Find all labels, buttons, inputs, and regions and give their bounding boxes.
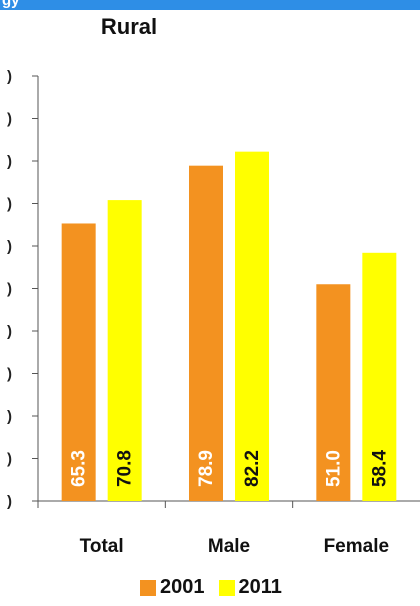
y-tick-label: ) (7, 323, 12, 340)
legend-swatch-2011 (218, 579, 235, 596)
legend-label-2001: 2001 (160, 576, 205, 598)
x-tick-label-male: Male (208, 536, 250, 557)
legend-item-2011: 2011 (218, 576, 282, 599)
bar-2001-female (316, 284, 351, 501)
data-label-2001-total: 65.3 (69, 450, 90, 487)
legend-swatch-2001 (140, 579, 156, 596)
legend-item-2001: 2001 (140, 576, 205, 599)
y-tick-label: ) (7, 281, 12, 298)
bar-chart: ))))))))))) 65.3 70.8 Total 78.9 82.2 Male 51.0… (7, 68, 420, 557)
x-tick-label-total: Total (80, 536, 124, 557)
y-tick-label: ) (7, 493, 12, 510)
banner-text-fragment: gy (2, 0, 20, 9)
data-label-2011-total: 70.8 (115, 450, 136, 487)
bar-2011-male (235, 151, 269, 501)
y-tick-label: ) (7, 408, 12, 425)
data-label-2001-female: 51.0 (323, 450, 344, 487)
y-tick-label: ) (7, 68, 12, 85)
top-banner: gy (0, 0, 420, 10)
chart-title: Rural (100, 14, 158, 39)
data-label-2001-male: 78.9 (196, 450, 217, 487)
y-tick-label: ) (7, 366, 12, 383)
y-tick-label: ) (7, 196, 12, 213)
y-tick-label: ) (7, 111, 12, 128)
bar-2001-male (189, 165, 223, 502)
data-label-2011-female: 58.4 (369, 450, 390, 487)
legend-label-2011: 2011 (238, 576, 282, 598)
data-label-2011-male: 82.2 (242, 450, 263, 487)
y-tick-label: ) (7, 153, 12, 170)
bar-2011-total (107, 200, 142, 501)
bar-2001-total (61, 223, 96, 501)
bar-2011-female (362, 252, 397, 501)
x-tick-label-female: Female (324, 536, 389, 557)
chart-legend: 2001 2011 (140, 576, 296, 599)
y-tick-label: ) (7, 451, 12, 468)
y-tick-label: ) (7, 238, 12, 255)
